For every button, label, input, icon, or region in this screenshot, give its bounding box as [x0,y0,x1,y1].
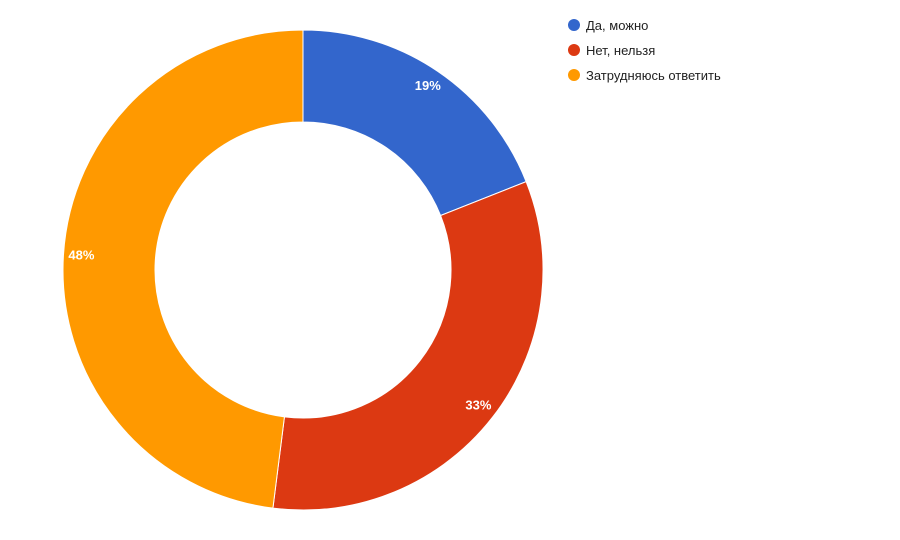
donut-slices [62,29,544,511]
legend-item-zatrudnyayus[interactable]: Затрудняюсь ответить [568,66,721,84]
donut-slice-da-mozhno[interactable] [302,29,527,217]
legend-swatch-da-mozhno [568,19,580,31]
legend-item-da-mozhno[interactable]: Да, можно [568,16,721,34]
legend-label-zatrudnyayus: Затрудняюсь ответить [586,67,721,83]
legend-swatch-zatrudnyayus [568,69,580,81]
slice-value-label-da-mozhno: 19% [415,78,441,93]
chart-legend: Да, можно Нет, нельзя Затрудняюсь ответи… [568,16,721,91]
legend-swatch-net-nelzya [568,44,580,56]
slice-value-label-net-nelzya: 33% [465,398,491,413]
legend-item-net-nelzya[interactable]: Нет, нельзя [568,41,721,59]
legend-label-da-mozhno: Да, можно [586,17,649,33]
slice-value-label-zatrudnyayus: 48% [68,247,94,262]
donut-slice-labels: 19% 33% 48% [68,78,491,413]
donut-slice-net-nelzya[interactable] [272,181,544,511]
legend-label-net-nelzya: Нет, нельзя [586,42,656,58]
donut-slice-zatrudnyayus[interactable] [62,29,304,509]
